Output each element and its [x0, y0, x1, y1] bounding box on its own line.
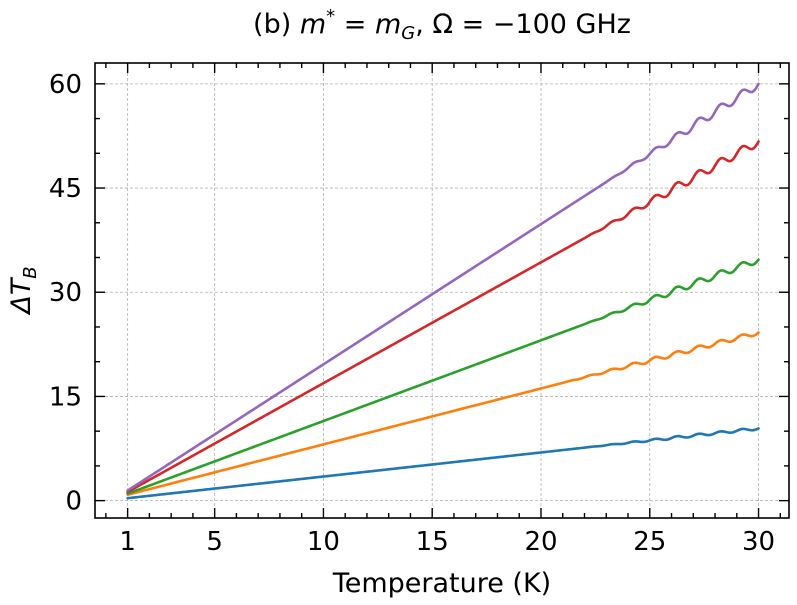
- series-line-blue: [126, 427, 760, 500]
- y-axis-label-sub: B: [20, 266, 41, 278]
- y-tick-label-3: 45: [49, 174, 82, 204]
- x-tick-label-0: 1: [119, 527, 136, 557]
- title-omega-value: = −100 GHz: [453, 9, 631, 40]
- x-tick-label-1: 5: [206, 527, 223, 557]
- x-tick-label-2: 10: [307, 527, 340, 557]
- tick-marks: [95, 63, 789, 518]
- x-tick-label-4: 20: [524, 527, 557, 557]
- series-line-orange: [126, 331, 760, 497]
- y-tick-label-1: 15: [49, 382, 82, 412]
- grid: [95, 63, 789, 518]
- y-tick-label-4: 60: [49, 70, 82, 100]
- x-tick-label-5: 25: [633, 527, 666, 557]
- title-comma: ,: [415, 9, 432, 40]
- x-axis-label: Temperature (K): [332, 568, 551, 599]
- title-m: m: [300, 9, 326, 40]
- title-star: *: [326, 6, 335, 27]
- title-mg: m: [375, 9, 401, 40]
- y-axis-label-main: ΔT: [6, 276, 37, 315]
- title-equals: =: [335, 9, 375, 40]
- y-tick-label-0: 0: [65, 487, 82, 517]
- y-axis-label: ΔTB: [6, 266, 41, 315]
- y-tick-labels: 0 15 30 45 60: [49, 70, 82, 517]
- x-tick-labels: 1 5 10 15 20 25 30: [119, 527, 775, 557]
- series-line-purple: [126, 82, 760, 492]
- series-line-green: [126, 258, 760, 495]
- title-mg-sub: G: [401, 23, 415, 44]
- x-tick-label-3: 15: [416, 527, 449, 557]
- series-line-red: [126, 140, 760, 494]
- title-prefix: (b): [253, 9, 300, 40]
- y-tick-label-2: 30: [49, 278, 82, 308]
- title-omega: Ω: [432, 9, 453, 40]
- plot-frame: [94, 62, 790, 519]
- series-group: [126, 82, 760, 500]
- x-tick-label-6: 30: [742, 527, 775, 557]
- chart-title: (b) m* = mG, Ω = −100 GHz: [253, 6, 631, 44]
